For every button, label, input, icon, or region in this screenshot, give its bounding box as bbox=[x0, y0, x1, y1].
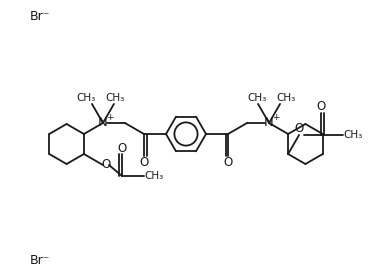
Text: O: O bbox=[101, 158, 110, 172]
Text: CH₃: CH₃ bbox=[276, 93, 296, 103]
Text: O: O bbox=[316, 100, 326, 114]
Text: N: N bbox=[98, 117, 108, 129]
Text: CH₃: CH₃ bbox=[76, 93, 95, 103]
Text: CH₃: CH₃ bbox=[247, 93, 267, 103]
Text: O: O bbox=[294, 122, 304, 135]
Text: N: N bbox=[264, 117, 274, 129]
Text: Br⁻: Br⁻ bbox=[30, 11, 50, 23]
Text: Br⁻: Br⁻ bbox=[30, 254, 50, 268]
Text: O: O bbox=[117, 141, 126, 155]
Text: CH₃: CH₃ bbox=[144, 171, 164, 181]
Text: +: + bbox=[272, 112, 280, 121]
Text: CH₃: CH₃ bbox=[105, 93, 125, 103]
Text: O: O bbox=[140, 155, 148, 169]
Text: +: + bbox=[106, 112, 114, 121]
Text: O: O bbox=[223, 155, 233, 169]
Text: CH₃: CH₃ bbox=[344, 130, 363, 140]
